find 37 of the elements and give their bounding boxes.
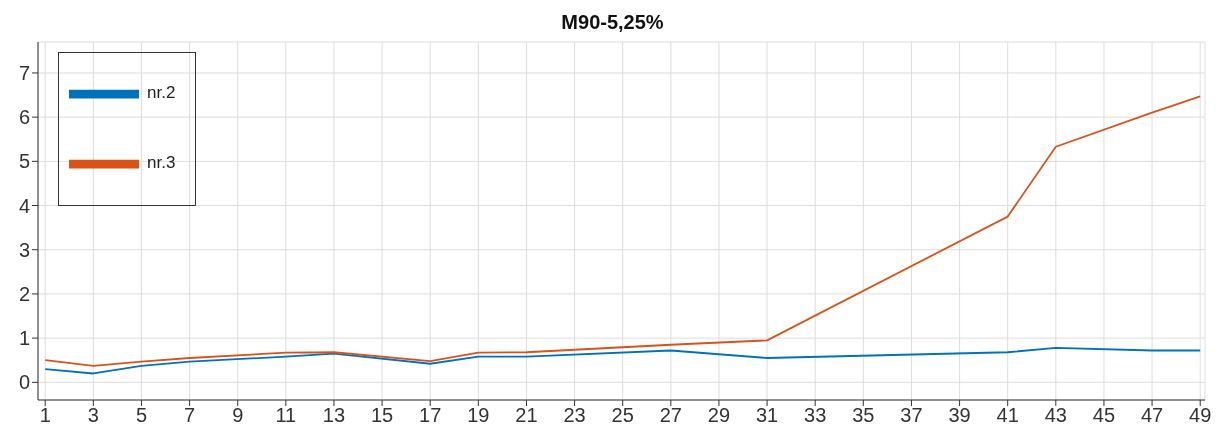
x-tick-label: 45	[1092, 404, 1116, 427]
x-tick-label: 41	[996, 404, 1019, 427]
x-tick-label: 1	[39, 404, 51, 427]
x-tick-label: 9	[232, 404, 244, 427]
x-tick-label: 7	[184, 404, 196, 427]
y-tick-label: 4	[18, 194, 30, 217]
x-tick-label: 11	[275, 404, 297, 427]
x-tick-label: 43	[1044, 404, 1067, 427]
x-tick-label: 47	[1140, 404, 1164, 427]
x-tick-label: 49	[1189, 404, 1212, 427]
x-tick-label: 39	[948, 404, 971, 427]
y-tick-label: 7	[18, 62, 30, 85]
x-tick-label: 25	[611, 404, 634, 427]
y-tick-label: 1	[18, 327, 30, 350]
x-tick-label: 17	[419, 404, 442, 427]
x-tick-label: 5	[135, 404, 148, 427]
line-series	[44, 346, 1202, 375]
y-tick-label: 5	[18, 150, 30, 173]
x-tick-label: 37	[900, 404, 923, 427]
x-tick-label: 21	[515, 404, 538, 427]
legend-label: nr.2	[147, 83, 176, 103]
x-tick-label: 13	[322, 404, 346, 427]
x-tick-label: 29	[707, 404, 731, 427]
chart-title: M90-5,25%	[560, 10, 665, 35]
x-tick-label: 19	[467, 404, 490, 427]
x-tick-label: 35	[852, 404, 875, 427]
x-tick-label: 3	[87, 404, 99, 427]
y-tick-label: 0	[18, 371, 30, 394]
y-tick-label: 3	[18, 238, 30, 261]
x-tick-label: 31	[755, 404, 779, 427]
y-tick-label: 6	[18, 106, 30, 129]
x-tick-label: 15	[370, 404, 394, 427]
y-tick-label: 2	[18, 283, 30, 306]
legend-label: nr.3	[147, 153, 176, 173]
x-tick-label: 27	[659, 404, 682, 427]
x-tick-label: 23	[563, 404, 586, 427]
x-tick-label: 33	[804, 404, 827, 427]
